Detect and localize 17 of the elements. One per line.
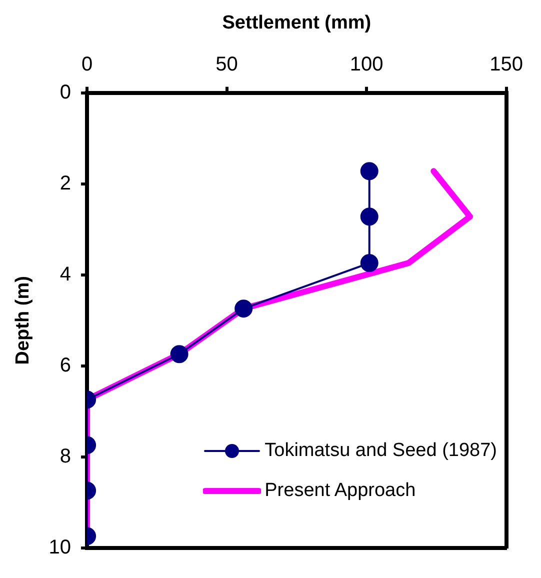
- point: [360, 208, 378, 226]
- y-tick-label: 6: [60, 354, 72, 376]
- y-tick-label: 4: [60, 263, 72, 286]
- y-axis-title: Depth (m): [12, 276, 34, 365]
- y-tick-label: 0: [60, 81, 72, 104]
- x-tick-label: 0: [81, 53, 93, 76]
- point: [360, 162, 378, 180]
- y-tick-label: 10: [48, 536, 72, 559]
- x-tick-label: 150: [490, 53, 524, 76]
- x-axis-title: Settlement (mm): [222, 12, 372, 34]
- point: [360, 254, 378, 272]
- legend-label: Present Approach: [264, 480, 416, 502]
- legend-label: Tokimatsu and Seed (1987): [264, 440, 497, 462]
- y-tick-label: 8: [60, 445, 72, 468]
- x-tick-label: 100: [350, 53, 384, 76]
- y-tick-label: 2: [60, 172, 72, 194]
- x-tick-label: 50: [216, 53, 238, 76]
